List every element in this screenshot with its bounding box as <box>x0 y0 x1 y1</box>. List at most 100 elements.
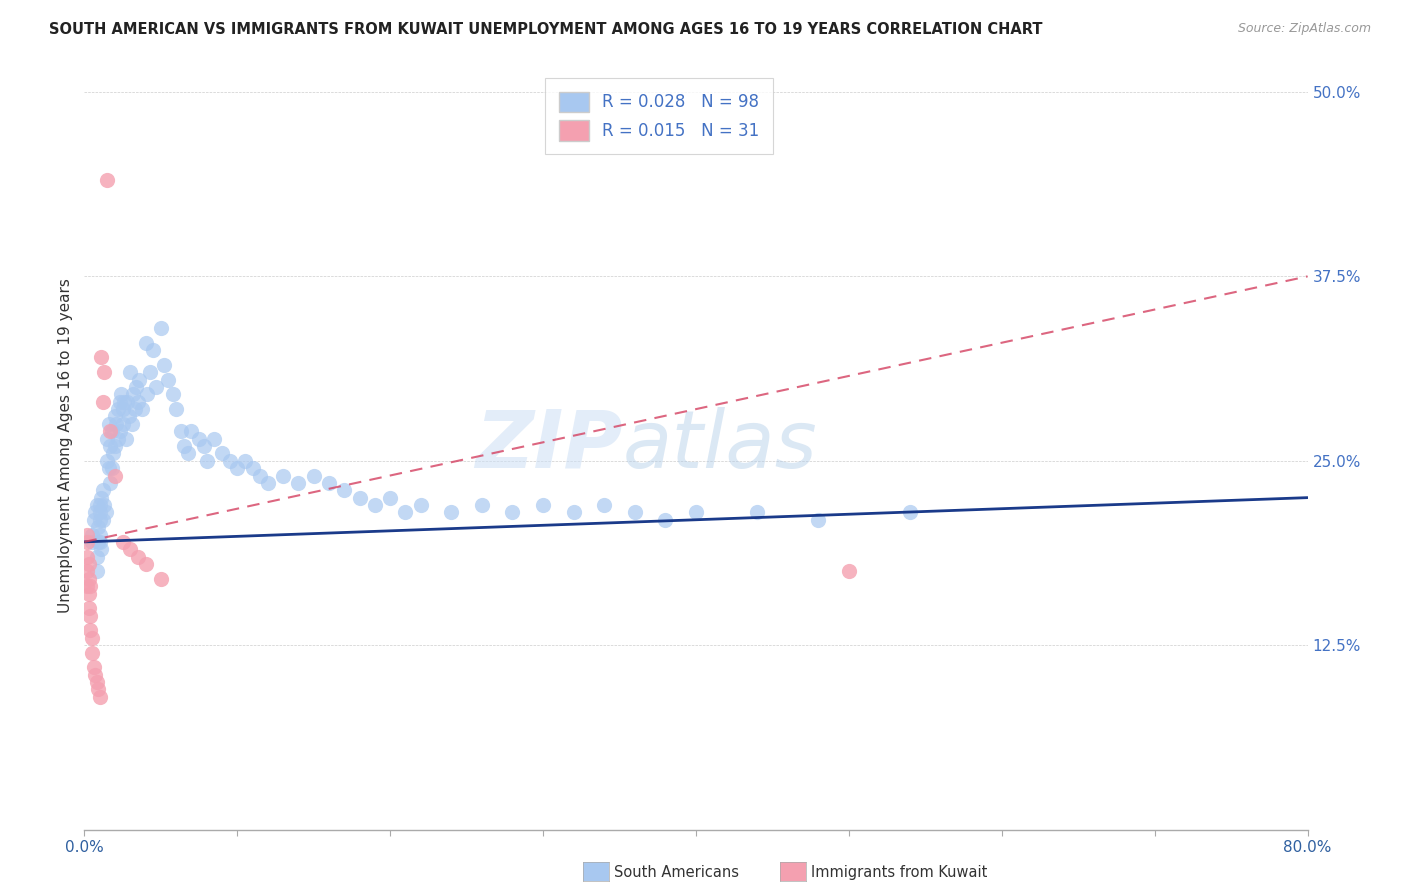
Point <box>87 682 110 697</box>
Point <box>93 365 115 379</box>
Point <box>173 439 195 453</box>
Point <box>122 387 145 401</box>
Point <box>120 365 142 379</box>
Text: ZIP: ZIP <box>475 407 623 485</box>
Point <box>97 417 120 431</box>
Point <box>76 565 98 579</box>
Point <box>124 402 146 417</box>
Point <box>96 454 118 468</box>
Point <box>145 380 167 394</box>
Point <box>86 565 108 579</box>
Text: atlas: atlas <box>623 407 817 485</box>
Point <box>77 572 100 586</box>
Point <box>121 417 143 431</box>
Point <box>89 513 111 527</box>
Point <box>101 461 124 475</box>
Point <box>165 402 187 417</box>
Point <box>271 468 294 483</box>
Point <box>89 690 111 704</box>
Point <box>107 432 129 446</box>
Point <box>593 498 616 512</box>
Point <box>531 498 554 512</box>
Point <box>83 660 105 674</box>
Point <box>127 394 149 409</box>
Point <box>89 527 111 541</box>
Point <box>120 542 142 557</box>
Point <box>562 505 585 519</box>
Point <box>202 432 225 446</box>
Point <box>302 468 325 483</box>
Point <box>87 520 110 534</box>
Point <box>162 387 184 401</box>
Point <box>93 498 115 512</box>
Point <box>76 535 98 549</box>
Point <box>654 513 676 527</box>
Point <box>502 505 524 519</box>
Point <box>747 505 769 519</box>
Legend: R = 0.028   N = 98, R = 0.015   N = 31: R = 0.028 N = 98, R = 0.015 N = 31 <box>546 78 772 154</box>
Point <box>180 424 202 438</box>
Point <box>90 542 112 557</box>
Point <box>685 505 707 519</box>
Point <box>135 557 157 571</box>
Point <box>103 446 125 460</box>
Point <box>349 491 371 505</box>
Point <box>77 586 100 600</box>
Point <box>79 579 101 593</box>
Point <box>242 461 264 475</box>
Point <box>177 446 200 460</box>
Point <box>409 498 432 512</box>
Point <box>114 432 136 446</box>
Point <box>97 461 120 475</box>
Y-axis label: Unemployment Among Ages 16 to 19 years: Unemployment Among Ages 16 to 19 years <box>58 278 73 614</box>
Point <box>98 439 121 453</box>
Point <box>195 454 218 468</box>
Point <box>131 402 153 417</box>
Point <box>287 475 309 490</box>
Point <box>77 557 100 571</box>
Point <box>98 475 121 490</box>
Point <box>624 505 647 519</box>
Point <box>440 505 463 519</box>
Point <box>89 505 111 519</box>
Point <box>218 454 240 468</box>
Point <box>110 387 132 401</box>
Point <box>249 468 271 483</box>
Point <box>84 505 107 519</box>
Point <box>94 505 117 519</box>
Point <box>80 631 103 645</box>
Point <box>364 498 387 512</box>
Point <box>104 409 127 424</box>
Point <box>86 549 108 564</box>
Point <box>86 675 108 690</box>
Point <box>83 513 105 527</box>
Point <box>193 439 215 453</box>
Point <box>108 394 131 409</box>
Point <box>91 394 114 409</box>
Point <box>127 549 149 564</box>
Point <box>233 454 256 468</box>
Point <box>136 387 159 401</box>
Point <box>108 424 131 438</box>
Point <box>125 380 148 394</box>
Point <box>79 608 101 623</box>
Point <box>80 535 103 549</box>
Point <box>80 646 103 660</box>
Point <box>107 402 129 417</box>
Point <box>104 468 127 483</box>
Point <box>76 549 98 564</box>
Point <box>77 601 100 615</box>
Point <box>80 527 103 541</box>
Point <box>96 173 118 187</box>
Point <box>111 402 134 417</box>
Point <box>98 424 121 438</box>
Text: Immigrants from Kuwait: Immigrants from Kuwait <box>811 865 987 880</box>
Point <box>112 394 135 409</box>
Point <box>898 505 921 519</box>
Text: SOUTH AMERICAN VS IMMIGRANTS FROM KUWAIT UNEMPLOYMENT AMONG AGES 16 TO 19 YEARS : SOUTH AMERICAN VS IMMIGRANTS FROM KUWAIT… <box>49 22 1043 37</box>
Point <box>128 373 150 387</box>
Point <box>91 483 114 498</box>
Point <box>90 491 112 505</box>
Point <box>89 535 111 549</box>
Point <box>76 527 98 541</box>
